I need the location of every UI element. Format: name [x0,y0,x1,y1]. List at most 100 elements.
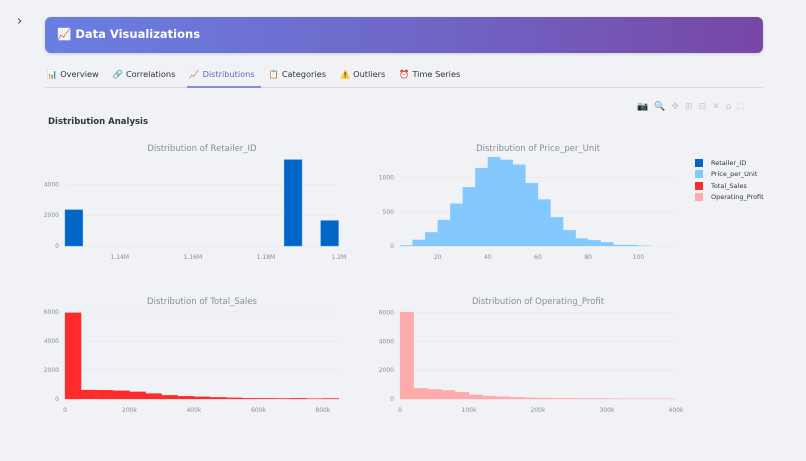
histogram-bar [562,230,576,247]
zoom-in-icon[interactable]: ⊞ [684,102,693,112]
zoom-out-icon[interactable]: ⊟ [698,102,707,112]
y-tick-label: 500 [383,209,395,216]
legend-item[interactable]: Price_per_Unit [695,169,764,181]
tab-overview[interactable]: 📊 Overview [45,66,105,86]
legend-item[interactable]: Retailer_ID [695,157,764,169]
histogram-bar [437,219,451,247]
tab-categories[interactable]: 📋 Categories [267,66,332,86]
x-tick-label: 100k [462,407,477,414]
chart-title: Distribution of Operating_Profit [472,297,605,307]
histogram-bar [537,199,551,247]
histogram-bar [525,182,539,247]
y-tick-label: 6000 [379,310,394,317]
histogram-bar [510,397,525,400]
legend-swatch [695,158,703,167]
chart-modebar: 📷 🔍 ✥ ⊞ ⊟ ✕ ⌂ ⛶ [637,102,744,112]
pan-icon[interactable]: ✥ [671,102,679,112]
histogram-bar [441,390,456,400]
chart-title: Distribution of Price_per_Unit [476,144,601,154]
legend-label: Operating_Profit [711,193,764,202]
tab-icon: 📋 [268,69,279,79]
histogram-bar [242,398,259,400]
histogram-bar [413,388,428,400]
y-tick-label: 2000 [44,212,59,219]
x-tick-label: 200k [122,407,137,414]
histogram-bar [625,244,639,247]
tab-bar: 📊 Overview 🔗 Correlations 📈 Distributions 📋 Cat… [45,66,763,88]
tab-distributions[interactable]: 📈 Distributions [187,66,261,88]
histogram-bar [613,244,626,247]
y-tick-label: 6000 [44,309,59,316]
camera-icon[interactable]: 📷 [637,102,649,112]
x-tick-label: 1.14M [111,254,130,261]
y-tick-label: 4000 [44,338,59,345]
y-tick-label: 2000 [44,367,59,374]
tab-label: Overview [60,69,99,79]
tab-icon: 📈 [189,69,200,79]
histogram-bar [524,397,539,400]
histogram-bar [129,391,146,400]
histogram-bar [226,397,243,400]
histogram-bar [145,393,162,400]
legend-label: Total_Sales [711,181,747,190]
histogram-bar [424,232,438,247]
histogram-bar [290,398,307,400]
x-tick-label: 1.16M [184,254,203,261]
x-tick-label: 100 [633,254,645,261]
x-tick-label: 800k [315,407,330,414]
fullscreen-icon[interactable]: ⛶ [737,102,744,112]
chart-legend: Retailer_ID Price_per_Unit Total_Sales Oper… [695,157,764,203]
zoom-icon[interactable]: 🔍 [654,102,666,112]
histogram-bar [579,398,594,400]
tab-correlations[interactable]: 🔗 Correlations [111,66,182,86]
y-tick-label: 0 [55,243,59,250]
home-icon[interactable]: ⌂ [725,102,732,112]
x-tick-label: 200k [531,407,546,414]
histogram-bar [274,398,291,400]
histogram-bar [283,159,303,247]
sidebar-expand-chevron-icon[interactable]: › [17,14,23,29]
histogram-bar [600,242,614,247]
legend-item[interactable]: Operating_Profit [695,192,764,204]
histogram-bar [64,312,82,400]
histogram-bar [209,397,227,400]
histogram-bar [193,396,211,400]
x-tick-label: 400k [186,407,201,414]
y-tick-label: 4000 [44,181,59,188]
histogram-bar [565,398,580,400]
x-tick-label: 0 [398,407,402,414]
histogram-bar [399,245,413,247]
y-tick-label: 0 [390,243,394,250]
histogram-bar [81,389,98,400]
histogram-bar [322,398,340,400]
tab-icon: ⏰ [399,69,410,79]
y-tick-label: 4000 [379,338,394,345]
tab-outliers[interactable]: ⚠️ Outliers [338,66,391,86]
autoscale-icon[interactable]: ✕ [712,102,720,112]
histogram-bar [97,390,114,400]
legend-item[interactable]: Total_Sales [695,180,764,192]
chart-title: Distribution of Total_Sales [147,297,257,307]
tab-icon: 🔗 [112,69,123,79]
histogram-bar [588,240,601,247]
page-title: 📈 Data Visualizations [57,27,201,41]
legend-swatch [695,193,703,202]
histogram-bar [161,395,178,400]
histogram-bar [550,217,564,247]
tab-label: Distributions [202,69,255,79]
x-tick-label: 40 [484,254,492,261]
legend-label: Price_per_Unit [711,170,758,179]
section-title: Distribution Analysis [48,117,149,127]
x-tick-label: 60 [534,254,542,261]
histogram-bar [427,389,442,400]
histogram-bar [320,220,339,247]
histogram-bar [399,311,414,400]
histogram-bar [575,238,589,247]
x-tick-label: 600k [251,407,266,414]
tab-time-series[interactable]: ⏰ Time Series [397,66,466,86]
histogram-bar [496,396,511,400]
header-banner: 📈 Data Visualizations [45,17,763,53]
y-tick-label: 1000 [379,175,394,182]
x-tick-label: 1.2M [332,254,347,261]
